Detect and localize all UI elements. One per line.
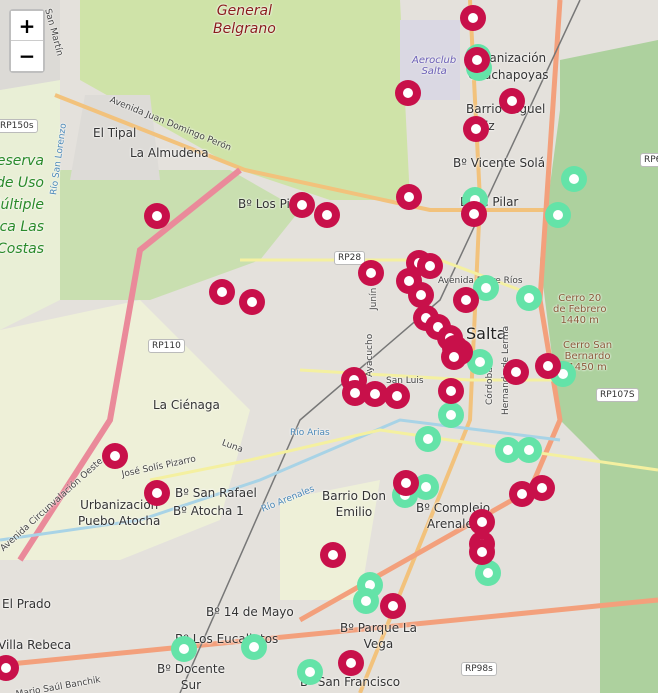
- marker-red[interactable]: [395, 80, 421, 106]
- marker-red[interactable]: [499, 88, 525, 114]
- label-docente-sur: Bº Docente Sur: [157, 662, 225, 692]
- green-area: [60, 170, 300, 300]
- park-general-belgrano: [80, 0, 410, 200]
- label-el-prado: El Prado: [2, 597, 52, 611]
- marker-red[interactable]: [209, 279, 235, 305]
- label-junin: Junín: [369, 287, 379, 310]
- marker-red[interactable]: [461, 201, 487, 227]
- marker-red[interactable]: [441, 344, 467, 370]
- marker-green[interactable]: [516, 437, 542, 463]
- marker-red[interactable]: [460, 5, 486, 31]
- label-cerro-san-bernardo: Cerro San Bernardo 1450 m: [563, 340, 613, 373]
- marker-red[interactable]: [469, 539, 495, 565]
- marker-green[interactable]: [561, 166, 587, 192]
- marker-green[interactable]: [415, 426, 441, 452]
- marker-green[interactable]: [353, 588, 379, 614]
- marker-red[interactable]: [384, 383, 410, 409]
- label-san-francisco: Bº San Francisco: [300, 675, 401, 689]
- zoom-in-button[interactable]: +: [11, 11, 43, 41]
- marker-red[interactable]: [358, 260, 384, 286]
- marker-red[interactable]: [314, 202, 340, 228]
- marker-green[interactable]: [241, 634, 267, 660]
- marker-green[interactable]: [171, 636, 197, 662]
- label-salta: Salta: [466, 324, 507, 343]
- marker-red[interactable]: [438, 378, 464, 404]
- marker-red[interactable]: [469, 509, 495, 535]
- label-urb-atocha: Urbanización Puebo Atocha: [78, 498, 161, 528]
- label-general-belgrano: General Belgrano: [213, 3, 276, 37]
- marker-red[interactable]: [320, 542, 346, 568]
- marker-red[interactable]: [393, 470, 419, 496]
- marker-green[interactable]: [297, 659, 323, 685]
- label-ayacucho: Ayacucho: [365, 333, 375, 377]
- label-don-emilio: Barrio Don Emilio: [322, 489, 386, 519]
- marker-red[interactable]: [535, 353, 561, 379]
- marker-red[interactable]: [417, 253, 443, 279]
- label-san-rafael: Bº San Rafael: [175, 486, 257, 500]
- marker-red[interactable]: [408, 282, 434, 308]
- marker-red[interactable]: [463, 116, 489, 142]
- marker-green[interactable]: [545, 202, 571, 228]
- hills: [540, 40, 658, 693]
- marker-red[interactable]: [453, 287, 479, 313]
- marker-red[interactable]: [362, 381, 388, 407]
- zoom-control: + −: [9, 9, 45, 73]
- label-rio-arias: Río Arias: [290, 428, 330, 438]
- marker-red[interactable]: [0, 655, 19, 681]
- marker-red[interactable]: [529, 475, 555, 501]
- marker-red[interactable]: [380, 593, 406, 619]
- shield-rp150s: RP150s: [0, 119, 38, 133]
- label-san-luis: San Luis: [386, 376, 424, 386]
- shield-rp107s: RP107S: [596, 388, 639, 402]
- label-aeroclub: Aeroclub Salta: [412, 55, 457, 77]
- label-vicente-sola: Bº Vicente Solá: [453, 156, 546, 170]
- label-villa-rebeca: Villa Rebeca: [0, 638, 72, 652]
- marker-red[interactable]: [102, 443, 128, 469]
- shield-rp110: RP110: [148, 339, 185, 353]
- marker-green[interactable]: [438, 402, 464, 428]
- label-parque-la-vega: Bº Parque La Vega: [340, 621, 417, 651]
- shield-rp6: RP6: [640, 153, 658, 167]
- label-14-de-mayo: Bº 14 de Mayo: [206, 605, 294, 619]
- label-la-almudena: La Almudena: [130, 146, 209, 160]
- label-atocha: Bº Atocha 1: [173, 504, 244, 518]
- shield-rp98s: RP98s: [461, 662, 497, 676]
- marker-red[interactable]: [396, 184, 422, 210]
- marker-red[interactable]: [338, 650, 364, 676]
- label-el-tipal: El Tipal: [93, 126, 137, 140]
- marker-red[interactable]: [464, 47, 490, 73]
- marker-red[interactable]: [144, 203, 170, 229]
- marker-red[interactable]: [144, 480, 170, 506]
- marker-red[interactable]: [289, 192, 315, 218]
- marker-red[interactable]: [239, 289, 265, 315]
- marker-green[interactable]: [516, 285, 542, 311]
- zoom-out-button[interactable]: −: [11, 41, 43, 71]
- shield-rp28: RP28: [334, 251, 366, 265]
- marker-red[interactable]: [503, 359, 529, 385]
- label-cerro-20: Cerro 20 de Febrero 1440 m: [553, 293, 607, 326]
- label-reserva: Reserva de Uso Múltiple Cuenca Las Costa…: [0, 153, 44, 257]
- label-la-cienaga: La Ciénaga: [153, 398, 220, 412]
